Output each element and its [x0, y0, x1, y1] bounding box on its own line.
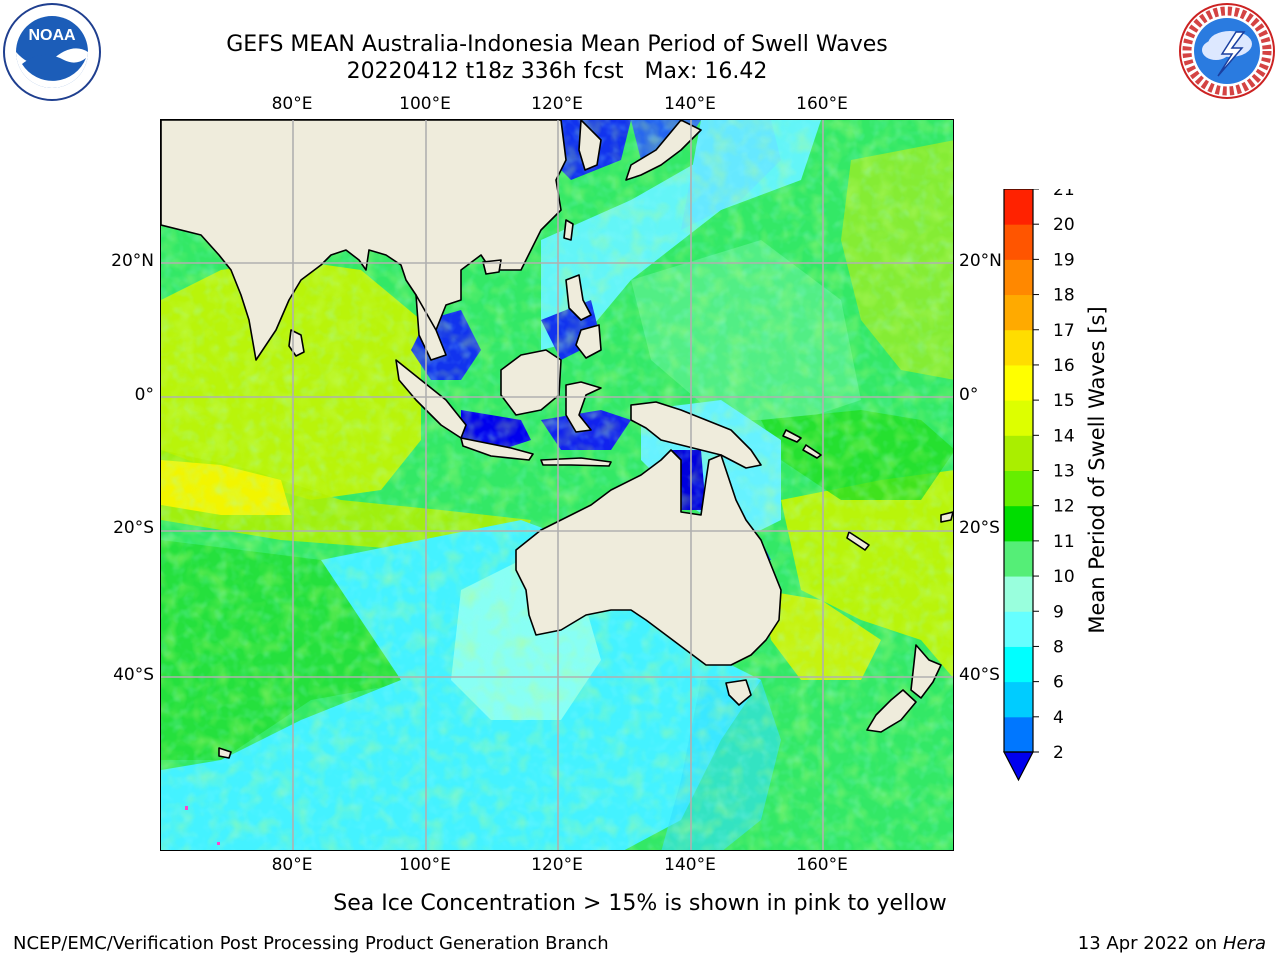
landmass-new-guinea [630, 401, 762, 469]
colorbar-segment [1004, 716, 1033, 753]
colorbar-tick-label: 4 [1053, 708, 1064, 728]
colorbar-tick-label: 11 [1053, 532, 1075, 552]
colorbar-segment [1004, 189, 1033, 225]
footer-date: 13 Apr 2022 on Hera [1078, 933, 1266, 954]
landmass-fiji [940, 511, 953, 523]
colorbar-segment [1004, 259, 1033, 296]
noaa-logo: NOAA [2, 2, 102, 102]
colorbar-segment [1004, 540, 1033, 577]
colorbar-tick-label: 21 [1053, 189, 1075, 200]
lat-label-right-40s: 40°S [959, 665, 1000, 685]
colorbar-segment [1004, 329, 1033, 366]
landmass-taiwan [563, 219, 574, 241]
colorbar-extend-triangle [1003, 751, 1034, 782]
colorbar-tick-label: 8 [1053, 637, 1064, 657]
colorbar-tick-label: 2 [1053, 743, 1064, 763]
colorbar-tick-label: 15 [1053, 391, 1075, 411]
landmass-borneo [500, 349, 562, 416]
lon-label-top-80e: 80°E [271, 94, 313, 114]
lat-label-right-20s: 20°S [959, 518, 1000, 538]
lon-label-bottom-100e: 100°E [399, 855, 451, 875]
colorbar-segment [1004, 400, 1033, 436]
lon-label-top-140e: 140°E [664, 94, 716, 114]
lon-label-top-160e: 160°E [796, 94, 848, 114]
title-line-2: 20220412 t18z 336h fcst Max: 16.42 [346, 59, 768, 84]
colorbar-segment [1004, 611, 1033, 647]
lat-label-left-20s: 20°S [113, 518, 154, 538]
landmass-philippines-luzon [565, 274, 592, 321]
colorbar-tick-label: 6 [1053, 673, 1064, 693]
sea-ice-speck [185, 806, 188, 810]
landmass-sulawesi [565, 381, 602, 433]
noaa-logo-text: NOAA [28, 27, 76, 44]
landmass-java [460, 437, 534, 461]
lat-label-right-0: 0° [959, 385, 979, 405]
colorbar-segment [1004, 364, 1033, 401]
landmass-korea [578, 120, 602, 171]
colorbar-tick-label: 20 [1053, 215, 1075, 235]
colorbar-tick-label: 14 [1053, 426, 1075, 446]
footer-date-text: 13 Apr 2022 on [1077, 933, 1223, 954]
colorbar-segment [1004, 576, 1033, 612]
landmass-new-caledonia [846, 531, 870, 551]
colorbar-segment [1004, 294, 1033, 331]
landmass-new-zealand-south [866, 689, 917, 733]
landmass-new-zealand-north [910, 644, 942, 699]
colorbar-tick-label: 10 [1053, 567, 1075, 587]
landmass-japan [625, 120, 702, 181]
footer-machine: Hera [1222, 933, 1266, 954]
landmass-malay-peninsula [415, 294, 447, 361]
colorbar-segment [1004, 224, 1033, 260]
landmass-tasmania [725, 679, 752, 706]
lat-label-left-0: 0° [134, 385, 154, 405]
title-line-1: GEFS MEAN Australia-Indonesia Mean Perio… [226, 32, 888, 57]
colorbar: 2 4 6 8 9 10 11 12 13 14 15 16 17 18 19 20 21 [1003, 180, 1083, 793]
lon-label-top-120e: 120°E [531, 94, 583, 114]
colorbar-segment [1004, 505, 1033, 542]
footer-organization: NCEP/EMC/Verification Post Processing Pr… [13, 933, 609, 954]
lat-label-left-40s: 40°S [113, 665, 154, 685]
landmass-solomon-islands [782, 429, 802, 443]
colorbar-tick-label: 9 [1053, 602, 1064, 622]
chart-title: GEFS MEAN Australia-Indonesia Mean Perio… [226, 31, 887, 85]
lat-label-right-20n: 20°N [959, 251, 1002, 271]
colorbar-tick-label: 18 [1053, 286, 1075, 306]
colorbar-tick-label: 13 [1053, 462, 1075, 482]
colorbar-tick-label: 16 [1053, 356, 1075, 376]
colorbar-segment [1004, 646, 1033, 683]
colorbar-tick-label: 19 [1053, 250, 1075, 270]
landmass-solomon-islands-2 [802, 444, 822, 459]
landmass-hainan [482, 259, 502, 275]
landmass-kerguelen [218, 747, 232, 759]
colorbar-tick-label: 17 [1053, 321, 1075, 341]
colorbar-tick-label: 12 [1053, 497, 1075, 517]
lon-label-bottom-120e: 120°E [531, 855, 583, 875]
colorbar-segment [1004, 470, 1033, 507]
lon-label-bottom-140e: 140°E [664, 855, 716, 875]
sea-ice-note: Sea Ice Concentration > 15% is shown in … [333, 891, 947, 916]
landmass-philippines-mindanao [575, 324, 602, 359]
landmass-australia [515, 449, 782, 666]
lon-label-bottom-80e: 80°E [271, 855, 313, 875]
sea-ice-speck [217, 842, 220, 845]
lon-label-bottom-160e: 160°E [796, 855, 848, 875]
lon-label-top-100e: 100°E [399, 94, 451, 114]
nws-logo [1178, 2, 1276, 100]
swell-period-map [160, 119, 954, 851]
colorbar-segment [1004, 681, 1033, 718]
lat-label-left-20n: 20°N [111, 251, 154, 271]
colorbar-title: Mean Period of Swell Waves [s] [1085, 306, 1109, 634]
colorbar-segment [1004, 435, 1033, 471]
